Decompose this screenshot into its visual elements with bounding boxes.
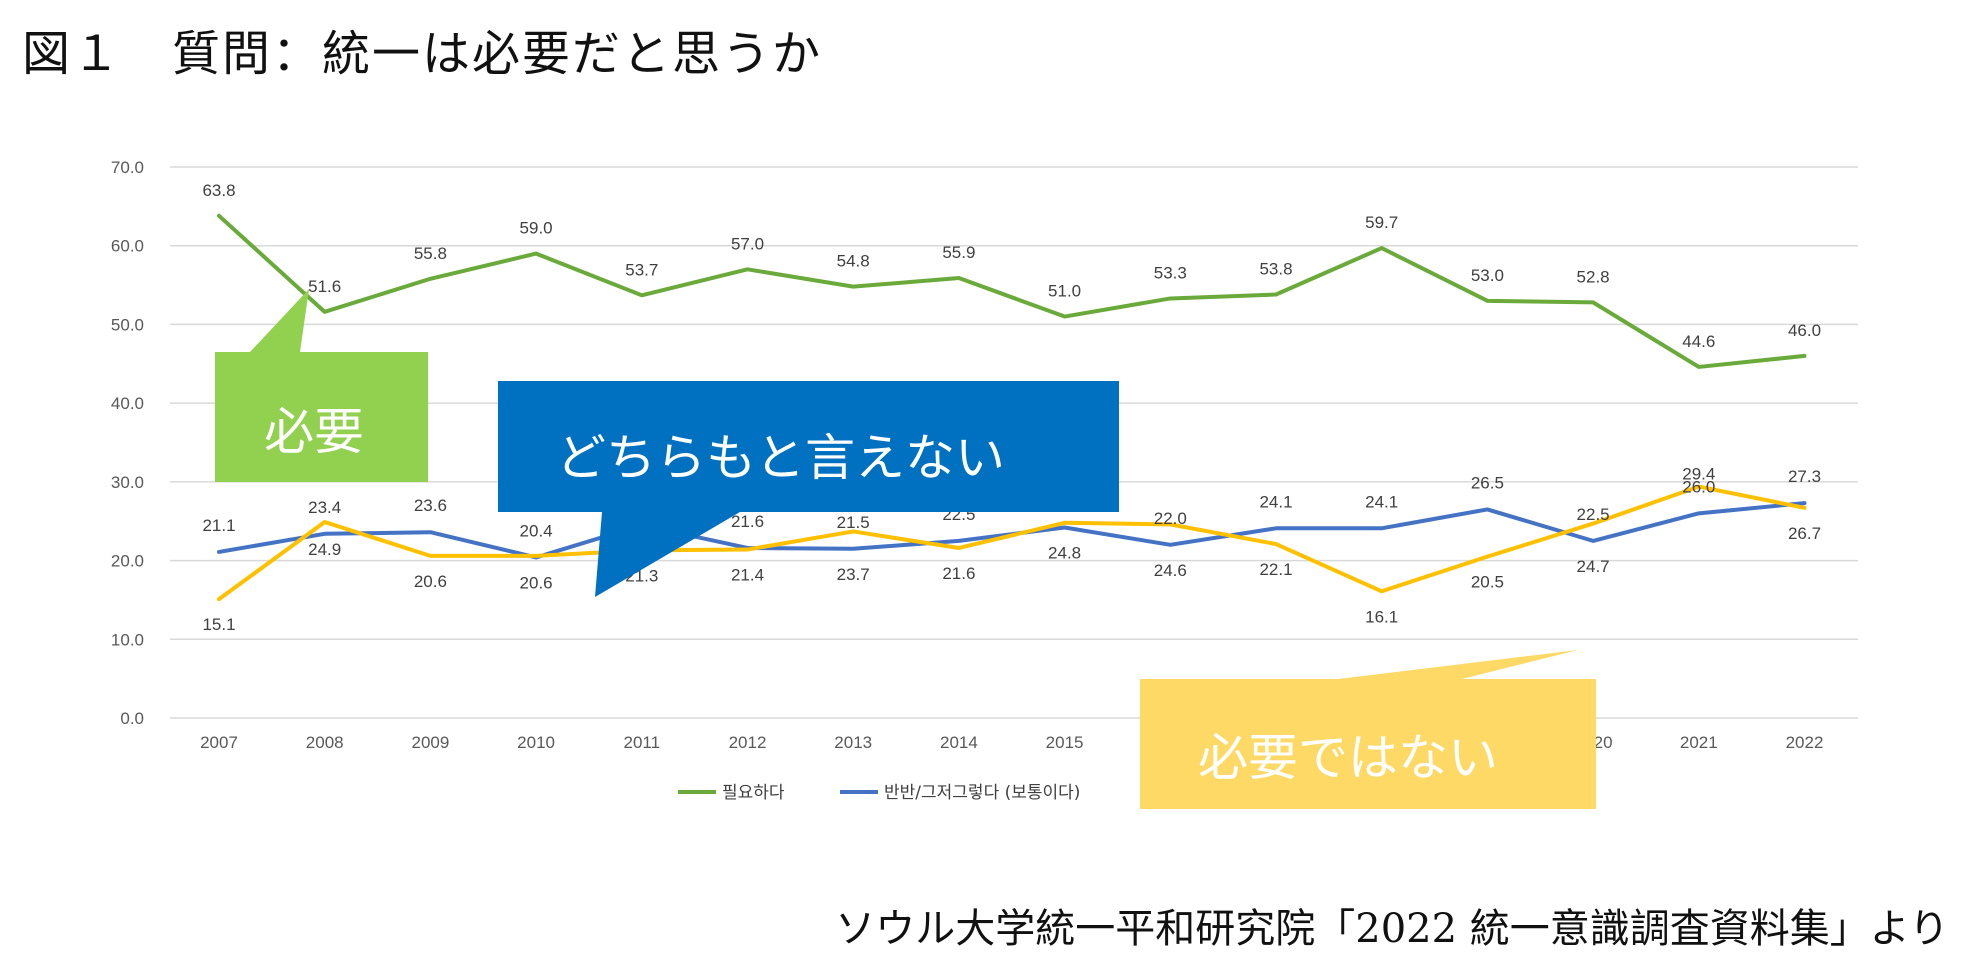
data-label-yellow: 20.6 bbox=[414, 572, 447, 591]
x-tick-label: 2010 bbox=[517, 733, 555, 752]
data-label-blue: 23.4 bbox=[308, 498, 341, 517]
data-label-green: 55.8 bbox=[414, 244, 447, 263]
data-label-yellow: 26.7 bbox=[1788, 524, 1821, 543]
source-note: ソウル大学統一平和研究院「2022 統一意識調査資料集」より bbox=[835, 906, 1949, 952]
x-tick-label: 2013 bbox=[834, 733, 872, 752]
x-tick-label: 2011 bbox=[624, 733, 661, 752]
page-title: 図１ 質問：統一は必要だと思うか bbox=[22, 26, 823, 82]
x-tick-label: 2022 bbox=[1786, 733, 1824, 752]
data-label-green: 59.0 bbox=[520, 219, 553, 238]
data-label-blue: 24.1 bbox=[1259, 492, 1292, 511]
data-label-blue: 21.1 bbox=[202, 516, 235, 535]
x-tick-label: 2021 bbox=[1680, 733, 1718, 752]
y-tick-label: 30.0 bbox=[111, 473, 144, 492]
data-label-green: 57.0 bbox=[731, 234, 764, 253]
data-label-blue: 20.4 bbox=[520, 521, 553, 540]
data-label-green: 53.7 bbox=[625, 260, 658, 279]
data-label-blue: 22.5 bbox=[1577, 505, 1610, 524]
data-label-yellow: 24.6 bbox=[1154, 561, 1187, 580]
callout-dochiramo: どちらもと言えない bbox=[556, 429, 1005, 487]
data-label-green: 51.0 bbox=[1048, 282, 1081, 301]
data-label-green: 55.9 bbox=[942, 243, 975, 262]
x-tick-label: 2007 bbox=[200, 733, 238, 752]
data-label-yellow: 24.9 bbox=[308, 540, 341, 559]
data-label-blue: 27.3 bbox=[1788, 467, 1821, 486]
data-label-green: 44.6 bbox=[1682, 332, 1715, 351]
data-label-green: 59.7 bbox=[1365, 213, 1398, 232]
y-tick-label: 60.0 bbox=[111, 237, 144, 256]
data-label-yellow: 16.1 bbox=[1365, 607, 1398, 626]
y-tick-label: 70.0 bbox=[111, 158, 144, 177]
y-axis: 0.0 10.0 20.0 30.0 40.0 50.0 60.0 70.0 bbox=[111, 158, 144, 728]
series-line-2 bbox=[217, 484, 1807, 602]
grid bbox=[170, 166, 1858, 719]
y-tick-label: 0.0 bbox=[120, 709, 144, 728]
callout-green-pointer bbox=[250, 289, 309, 352]
data-label-green: 63.8 bbox=[202, 181, 235, 200]
callouts bbox=[215, 289, 1596, 809]
x-tick-label: 2014 bbox=[940, 733, 978, 752]
callout-blue-box bbox=[498, 381, 1119, 512]
legend-label: 필요하다 bbox=[722, 783, 785, 803]
data-label-green: 52.8 bbox=[1577, 267, 1610, 286]
y-tick-label: 10.0 bbox=[111, 630, 144, 649]
x-tick-label: 20 bbox=[1594, 733, 1613, 752]
data-label-green: 53.8 bbox=[1259, 260, 1292, 279]
callout-yellow-pointer bbox=[1330, 650, 1578, 680]
data-label-blue: 21.6 bbox=[731, 512, 764, 531]
callout-blue-pointer bbox=[595, 512, 740, 597]
data-labels: 63.8 51.6 55.8 59.0 53.7 57.0 54.8 55.9 51.0 53.3… bbox=[202, 181, 1821, 634]
data-label-yellow: 20.5 bbox=[1471, 573, 1504, 592]
data-label-blue: 26.0 bbox=[1682, 477, 1715, 496]
callout-yellow-box bbox=[1140, 679, 1596, 809]
data-label-green: 46.0 bbox=[1788, 321, 1821, 340]
callout-hitsuyou: 必要 bbox=[264, 403, 364, 461]
y-tick-label: 20.0 bbox=[111, 552, 144, 571]
data-label-yellow: 20.6 bbox=[520, 573, 553, 592]
data-label-blue: 24.1 bbox=[1365, 492, 1398, 511]
x-axis: 2007 2008 2009 2010 2011 2012 2013 2014 2015 20 20… bbox=[200, 733, 1823, 752]
data-label-yellow: 24.8 bbox=[1048, 544, 1081, 563]
data-label-green: 51.6 bbox=[308, 277, 341, 296]
data-label-green: 54.8 bbox=[837, 252, 870, 271]
x-tick-label: 2008 bbox=[306, 733, 344, 752]
data-label-yellow: 15.1 bbox=[202, 615, 235, 634]
data-label-yellow: 23.7 bbox=[837, 565, 870, 584]
y-tick-label: 50.0 bbox=[111, 315, 144, 334]
data-label-green: 53.0 bbox=[1471, 266, 1504, 285]
data-label-yellow: 21.6 bbox=[942, 564, 975, 583]
data-label-yellow: 21.4 bbox=[731, 566, 764, 585]
series-line-0 bbox=[217, 213, 1807, 369]
x-tick-label: 2009 bbox=[411, 733, 449, 752]
data-label-yellow: 22.1 bbox=[1259, 560, 1292, 579]
data-label-blue: 21.5 bbox=[837, 513, 870, 532]
x-tick-label: 2015 bbox=[1046, 733, 1084, 752]
x-tick-label: 2012 bbox=[729, 733, 767, 752]
data-label-yellow: 29.4 bbox=[1682, 465, 1715, 484]
data-label-blue: 26.5 bbox=[1471, 473, 1504, 492]
y-tick-label: 40.0 bbox=[111, 394, 144, 413]
data-label-blue: 22.0 bbox=[1154, 509, 1187, 528]
callout-hitsuyoudewanai: 必要ではない bbox=[1198, 729, 1498, 787]
legend-label: 반반/그저그렇다 (보통이다) bbox=[884, 783, 1080, 803]
series-lines bbox=[217, 213, 1807, 602]
data-label-blue: 23.6 bbox=[414, 496, 447, 515]
legend: 필요하다 반반/그저그렇다 (보통이다) bbox=[678, 783, 1080, 803]
data-label-green: 53.3 bbox=[1154, 263, 1187, 282]
data-label-yellow: 24.7 bbox=[1577, 557, 1610, 576]
callout-green-box bbox=[215, 352, 428, 482]
